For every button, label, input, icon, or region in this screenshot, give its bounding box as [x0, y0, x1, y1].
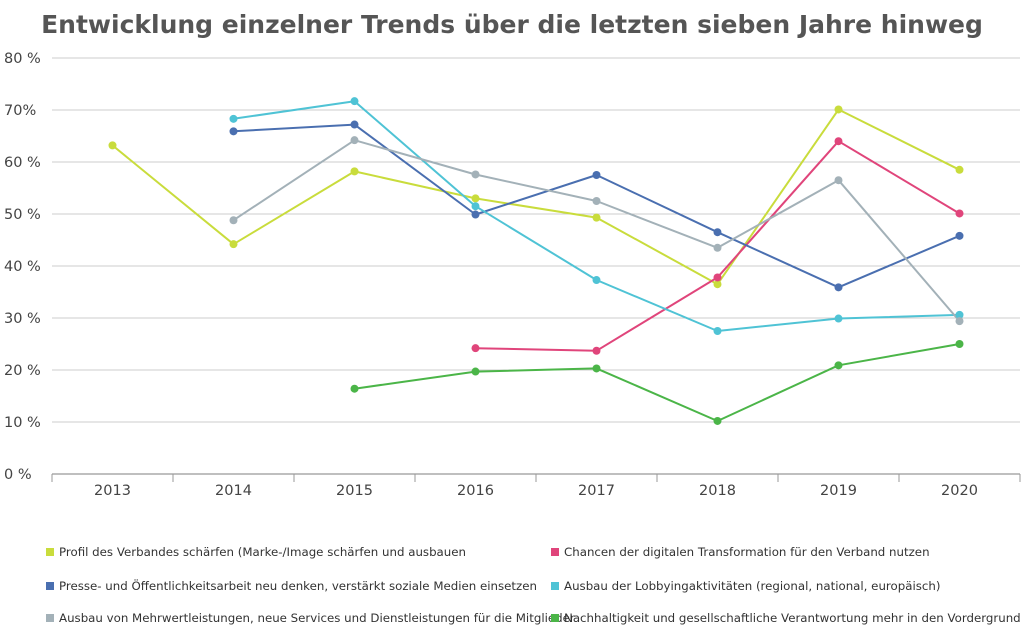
data-point: [834, 176, 843, 185]
y-tick-label: 30 %: [4, 311, 41, 327]
grid-lines: [52, 57, 1020, 475]
legend-swatch: [551, 548, 559, 556]
legend-label: Ausbau der Lobbyingaktivitäten (regional…: [564, 579, 940, 593]
x-tick-label: 2014: [215, 483, 252, 499]
data-point: [955, 340, 964, 348]
legend-swatch: [46, 614, 54, 622]
data-point: [713, 243, 722, 252]
x-tick-label: 2016: [457, 483, 494, 499]
x-tick-label: 2020: [941, 483, 978, 499]
data-point: [834, 105, 843, 114]
legend-swatch: [46, 582, 54, 590]
x-tick-label: 2017: [578, 483, 615, 499]
legend-swatch: [551, 582, 559, 590]
data-point: [955, 317, 964, 326]
legend-label: Chancen der digitalen Transformation für…: [564, 545, 930, 559]
x-tick-label: 2018: [699, 483, 736, 499]
x-tick-label: 2013: [94, 483, 131, 499]
data-point: [471, 367, 480, 376]
data-point: [713, 280, 722, 289]
data-point: [471, 194, 480, 203]
y-tick-label: 0 %: [4, 467, 32, 483]
data-point: [713, 416, 722, 425]
series-line-6: [354, 343, 960, 422]
y-tick-label: 40 %: [4, 259, 41, 275]
data-point: [471, 202, 480, 211]
data-point: [592, 276, 601, 285]
data-point: [229, 127, 238, 136]
y-tick-label: 20 %: [4, 363, 41, 379]
data-point: [350, 120, 359, 129]
data-point: [350, 167, 359, 176]
series-line-1: [111, 108, 960, 286]
y-tick-label: 80 %: [4, 51, 41, 67]
legend-label: Presse- und Öffentlichkeitsarbeit neu de…: [59, 577, 537, 593]
data-point: [592, 197, 601, 205]
data-point: [350, 136, 359, 145]
chart-title: Entwicklung einzelner Trends über die le…: [41, 10, 983, 39]
x-axis-ticks: 2013 2014 2015 2016 2017 2018 2019 2020: [51, 474, 1021, 499]
data-point: [834, 361, 843, 370]
data-point: [229, 114, 238, 123]
data-point: [955, 165, 964, 174]
data-point: [350, 384, 359, 393]
series-lines: [111, 100, 961, 422]
legend: Profil des Verbandes schärfen (Marke-/Im…: [46, 545, 1024, 625]
y-tick-label: 50 %: [4, 207, 41, 223]
data-point: [955, 209, 964, 218]
y-tick-label: 60 %: [4, 155, 41, 171]
series-line-5: [232, 139, 961, 322]
series-points: [108, 97, 964, 425]
data-point: [471, 170, 480, 179]
legend-swatch: [46, 548, 54, 556]
data-point: [592, 213, 601, 222]
data-point: [713, 327, 722, 335]
legend-label: Nachhaltigkeit und gesellschaftliche Ver…: [564, 611, 1024, 625]
y-axis-ticks: 0 % 10 % 20 % 30 % 40 % 50 % 60 % 70% 80 %: [4, 51, 41, 483]
x-tick-label: 2015: [336, 483, 373, 499]
data-point: [713, 273, 722, 282]
legend-label: Ausbau von Mehrwertleistungen, neue Serv…: [59, 611, 575, 625]
y-tick-label: 10 %: [4, 415, 41, 431]
data-point: [471, 210, 480, 219]
data-point: [350, 97, 359, 106]
data-point: [592, 171, 601, 179]
legend-label: Profil des Verbandes schärfen (Marke-/Im…: [59, 545, 466, 559]
data-point: [955, 231, 964, 240]
data-point: [955, 310, 964, 319]
data-point: [229, 216, 238, 225]
data-point: [834, 314, 843, 323]
legend-swatch: [551, 614, 559, 622]
data-point: [713, 228, 722, 237]
x-tick-label: 2019: [820, 483, 857, 499]
data-point: [592, 346, 601, 355]
data-point: [229, 240, 238, 249]
data-point: [834, 137, 843, 146]
data-point: [108, 141, 117, 150]
data-point: [834, 283, 843, 292]
y-tick-label: 70%: [4, 103, 36, 119]
data-point: [592, 364, 601, 373]
data-point: [471, 344, 480, 353]
